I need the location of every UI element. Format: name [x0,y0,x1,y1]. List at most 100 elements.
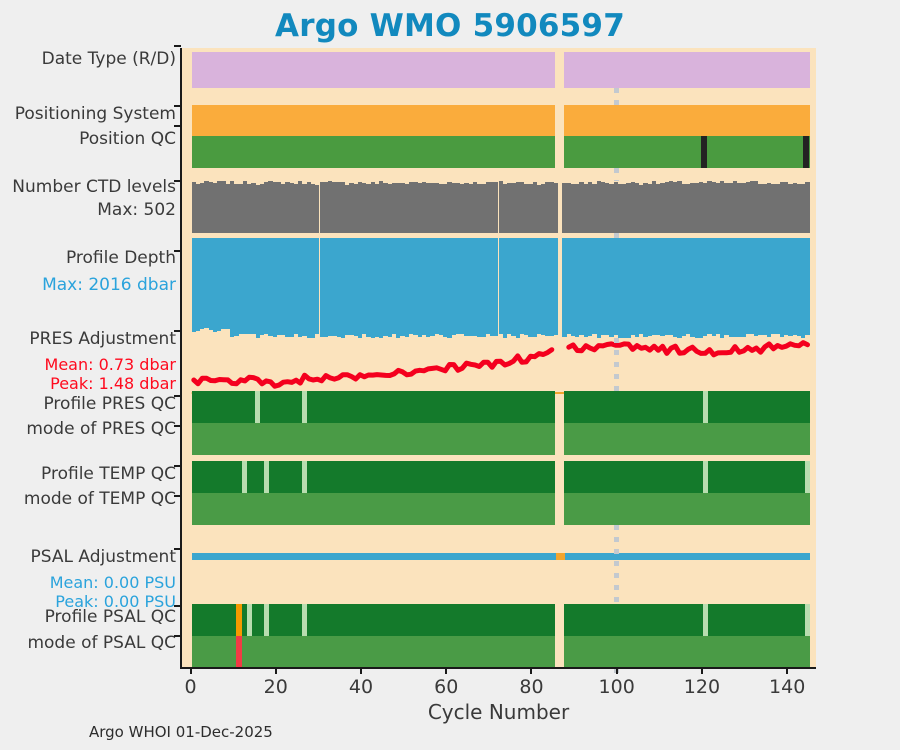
ctd-levels-bar [195,183,201,233]
track-profile-psal-qc-good [251,604,264,636]
profile-depth-bar [720,238,725,338]
track-mode-temp-qc [181,493,816,525]
ctd-levels-bar [626,182,631,233]
ctd-levels-bar [362,183,367,233]
ctd-levels-bar [715,182,721,233]
ctd-levels-bar [788,183,793,233]
ctd-levels-bar [336,181,341,233]
track-profile-pres-qc-good [563,391,703,423]
track-profile-temp-qc-good [247,461,264,493]
profile-depth-bar [345,238,350,336]
positioning-system-segment [191,105,556,136]
row-label-psal-adjustment: PSAL Adjustment [30,547,176,567]
profile-depth-bar [570,238,576,336]
ctd-levels-bar [583,183,588,233]
row-label-positioning-system: Positioning System [14,104,176,124]
ctd-levels-bar [247,184,252,233]
profile-depth-bar [724,238,729,335]
track-mode-pres-qc [181,423,816,455]
ctd-levels-bar [784,181,789,233]
ctd-levels-bar [455,182,461,233]
ctd-levels-bar [374,183,380,233]
ctd-levels-bar [323,181,329,233]
ctd-levels-bar [400,183,405,233]
profile-depth-bar [383,238,388,337]
ctd-levels-bar [694,183,699,233]
profile-depth-bar [507,238,512,334]
ctd-levels-bar [605,183,610,233]
profile-depth-bar [541,238,546,335]
profile-depth-bar [421,238,427,335]
profile-depth-bar [762,238,767,335]
y-tick [174,605,181,607]
ctd-levels-bar [668,181,674,233]
ctd-levels-bar [285,182,290,233]
profile-depth-bar [195,238,201,331]
ctd-levels-bar [434,182,439,233]
profile-depth-bar [217,238,222,332]
ctd-levels-bar [409,181,414,233]
profile-depth-bar [600,238,606,335]
profile-depth-bar [566,238,571,334]
ctd-levels-bar [298,181,303,233]
position-qc-segment [191,136,556,168]
profile-depth-bar [281,238,286,336]
pres-adjustment-chart [191,340,811,394]
profile-depth-bar [460,238,465,335]
row-label-mode-pres-qc: mode of PRES QC [26,419,176,439]
y-tick [174,250,181,252]
profile-depth-bar [583,238,588,337]
profile-depth-bar [391,238,397,335]
row-value-psal-peak: Peak: 0.00 PSU [55,592,176,611]
track-mode-psal-qc [181,636,816,668]
track-profile-psal-qc [181,604,816,636]
ctd-levels-bar [413,182,418,233]
y-tick [174,105,181,107]
profile-depth-bar [357,238,363,338]
x-tick [700,667,703,674]
x-tick [530,667,533,674]
ctd-levels-bar [771,184,776,233]
profile-depth-bar [451,238,456,336]
x-tick-label: 0 [184,676,197,698]
ctd-levels-bar [541,183,546,233]
ctd-levels-bar [366,183,371,233]
profile-depth-bar [651,238,657,336]
profile-depth-bar [409,238,414,334]
ctd-levels-bar [353,184,358,233]
profile-depth-bar [293,238,299,334]
ctd-levels-bar [460,183,465,233]
profile-depth-bar [639,238,644,335]
profile-depth-bar [771,238,776,334]
x-tick [274,667,277,674]
profile-depth-bar [622,238,627,338]
ctd-levels-bar [775,184,780,233]
ctd-levels-bar [677,181,682,233]
ctd-levels-bar [732,181,738,233]
profile-depth-bar [370,238,375,338]
track-mode-psal-qc-flag [236,636,243,668]
ctd-levels-bar [796,183,802,233]
profile-depth-bar [634,238,640,337]
profile-depth-bar [472,238,478,336]
ctd-levels-bar [762,183,767,233]
ctd-levels-bar [315,184,320,233]
profile-depth-bar [779,238,785,337]
ctd-levels-bar [396,182,401,233]
profile-depth-bar [784,238,789,335]
profile-depth-bar [374,238,380,338]
row-label-profile-pres-qc: Profile PRES QC [43,394,176,414]
psal-adjustment-line [191,553,811,560]
ctd-levels-bar [387,183,392,233]
ctd-levels-bar [417,183,422,233]
row-label-num-ctd-levels: Number CTD levels [12,177,176,197]
x-tick [615,667,618,674]
ctd-levels-bar [745,181,750,233]
track-mode-psal-qc-good [191,636,556,668]
ctd-levels-bar [212,182,218,233]
ctd-levels-bar [617,183,623,233]
row-value-psal-mean: Mean: 0.00 PSU [49,573,176,592]
profile-depth-bar [656,238,661,336]
profile-depth-bar [643,238,648,337]
y-axis-spine [180,48,182,668]
